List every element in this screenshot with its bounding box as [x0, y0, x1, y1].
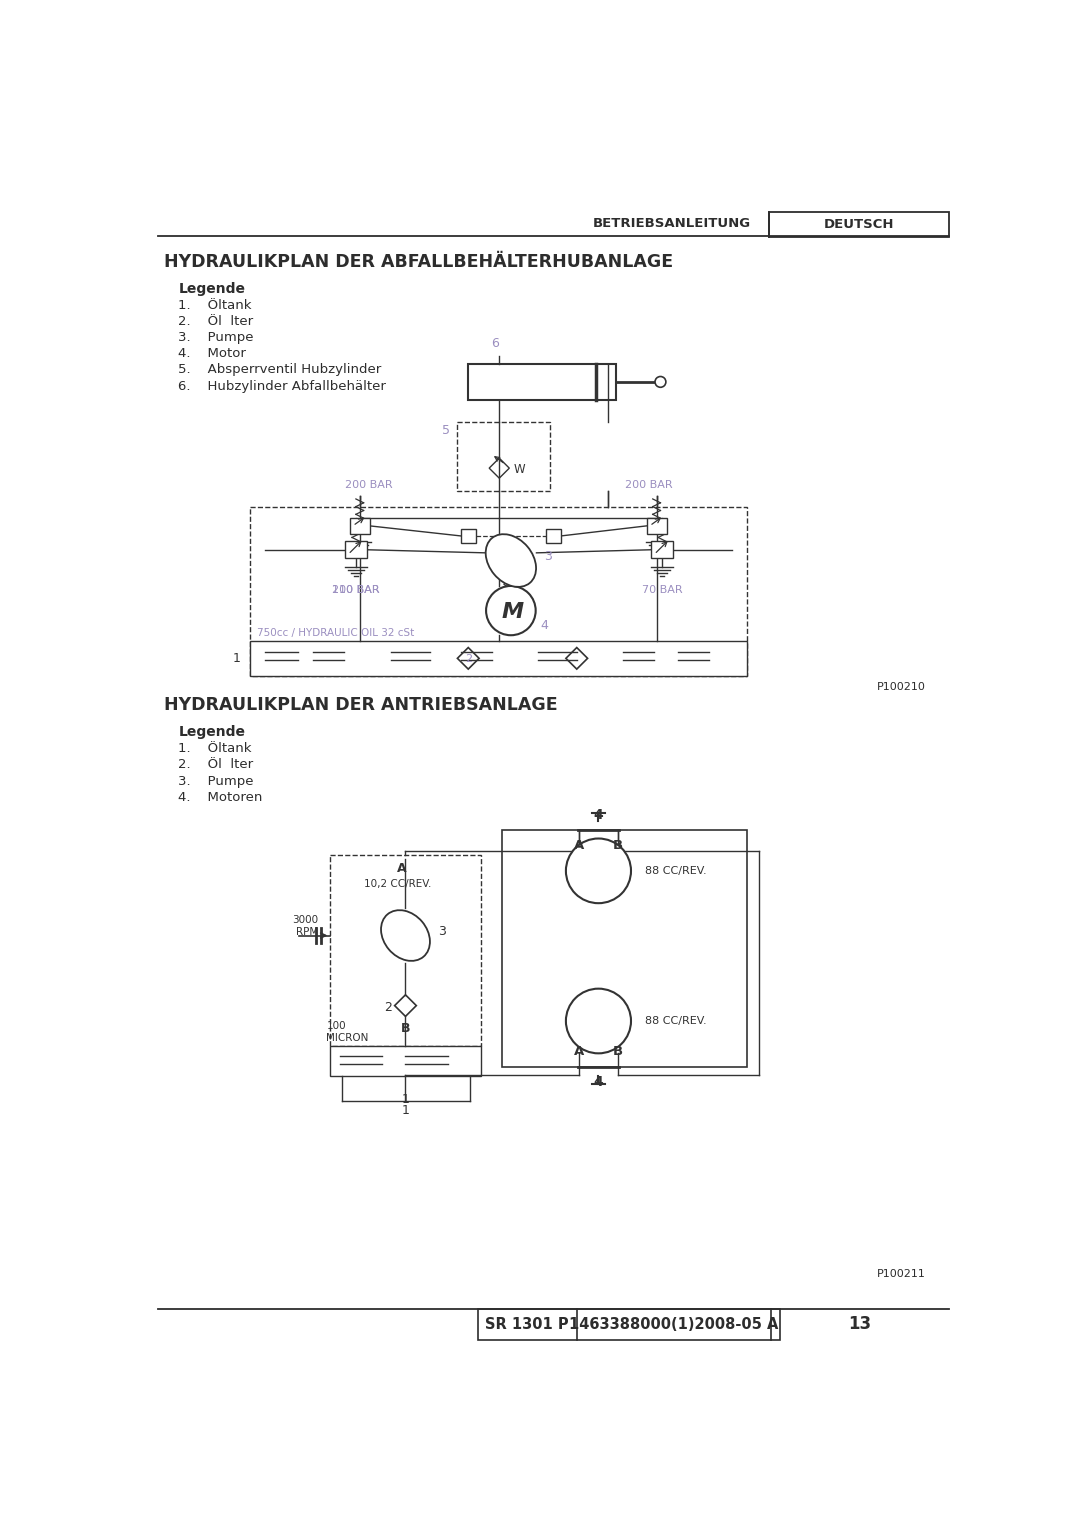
Text: 5.    Absperrventil Hubzylinder: 5. Absperrventil Hubzylinder: [178, 363, 381, 377]
Bar: [769, 212, 948, 237]
Bar: [330, 1046, 482, 1077]
Text: SR 1301 P: SR 1301 P: [485, 1316, 569, 1332]
Text: B: B: [401, 1022, 410, 1035]
Text: P100211: P100211: [877, 1269, 926, 1280]
Bar: [460, 528, 476, 542]
Text: 3: 3: [438, 925, 446, 938]
Text: 70 BAR: 70 BAR: [642, 585, 683, 596]
Text: 100
MICRON: 100 MICRON: [326, 1022, 368, 1043]
Text: DEUTSCH: DEUTSCH: [824, 217, 894, 231]
Text: HYDRAULIKPLAN DER ABFALLBEHÄLTERHUBANLAGE: HYDRAULIKPLAN DER ABFALLBEHÄLTERHUBANLAG…: [164, 252, 674, 270]
Polygon shape: [393, 919, 410, 936]
Bar: [502, 831, 747, 1067]
Text: 4: 4: [594, 808, 604, 823]
Polygon shape: [585, 1011, 612, 1032]
Text: W: W: [513, 463, 525, 476]
Text: 2.    Öl  lter: 2. Öl lter: [178, 315, 254, 328]
Polygon shape: [499, 547, 515, 562]
Bar: [330, 855, 482, 1046]
Text: 88 CC/REV.: 88 CC/REV.: [645, 1015, 706, 1026]
Text: 4: 4: [540, 620, 549, 632]
Text: A: A: [396, 863, 406, 875]
Text: 1.    Öltank: 1. Öltank: [178, 742, 252, 756]
Text: 4.    Motor: 4. Motor: [178, 347, 246, 360]
Text: 13: 13: [848, 1315, 872, 1333]
Circle shape: [656, 377, 666, 388]
Text: Legende: Legende: [178, 282, 245, 296]
Bar: [647, 518, 666, 533]
Text: 6.    Hubzylinder Abfallbehälter: 6. Hubzylinder Abfallbehälter: [178, 380, 387, 392]
Circle shape: [566, 838, 631, 902]
Text: 3: 3: [544, 550, 552, 563]
Text: 3.    Pumpe: 3. Pumpe: [178, 331, 254, 344]
Text: 750cc / HYDRAULIC OIL 32 cSt: 750cc / HYDRAULIC OIL 32 cSt: [257, 628, 415, 638]
Text: 3000
RPM: 3000 RPM: [293, 916, 319, 938]
Text: 2: 2: [464, 654, 472, 664]
Text: M: M: [501, 602, 524, 621]
Text: 110 BAR: 110 BAR: [333, 585, 380, 596]
Ellipse shape: [381, 910, 430, 960]
Text: 1: 1: [232, 652, 241, 664]
Text: HYDRAULIKPLAN DER ANTRIEBSANLAGE: HYDRAULIKPLAN DER ANTRIEBSANLAGE: [164, 696, 558, 715]
Text: 88 CC/REV.: 88 CC/REV.: [645, 866, 706, 876]
Polygon shape: [401, 935, 418, 951]
Text: 200 BAR: 200 BAR: [332, 585, 380, 596]
Circle shape: [486, 586, 536, 635]
Text: 6: 6: [491, 337, 499, 350]
Text: 1.    Öltank: 1. Öltank: [178, 299, 252, 312]
Text: 1463388000(1)2008-05 A: 1463388000(1)2008-05 A: [569, 1316, 779, 1332]
Text: 200 BAR: 200 BAR: [346, 479, 393, 490]
Circle shape: [566, 988, 631, 1054]
Polygon shape: [507, 559, 523, 574]
Bar: [469, 365, 616, 400]
Text: A: A: [573, 1046, 584, 1058]
Text: 1: 1: [402, 1104, 409, 1118]
Text: 5: 5: [443, 425, 450, 437]
Bar: [477, 1309, 780, 1339]
Text: A: A: [573, 838, 584, 852]
Bar: [457, 421, 550, 492]
Text: B: B: [612, 1046, 623, 1058]
Text: 4: 4: [594, 1075, 604, 1089]
Text: BETRIEBSANLEITUNG: BETRIEBSANLEITUNG: [593, 217, 751, 229]
Bar: [345, 541, 367, 559]
Text: 10,2 CC/REV.: 10,2 CC/REV.: [364, 880, 431, 889]
Bar: [350, 518, 369, 533]
Polygon shape: [585, 860, 612, 881]
Text: 1: 1: [402, 1093, 409, 1107]
Text: 3.    Pumpe: 3. Pumpe: [178, 774, 254, 788]
Text: B: B: [612, 838, 623, 852]
Text: P100210: P100210: [877, 683, 926, 692]
Bar: [249, 641, 747, 676]
Text: Legende: Legende: [178, 725, 245, 739]
Bar: [545, 528, 562, 542]
Bar: [651, 541, 673, 559]
Bar: [249, 507, 747, 676]
Text: 2.    Öl  lter: 2. Öl lter: [178, 759, 254, 771]
Ellipse shape: [486, 534, 536, 586]
Text: 2: 2: [384, 1000, 392, 1014]
Text: 200 BAR: 200 BAR: [625, 479, 673, 490]
Text: 4.    Motoren: 4. Motoren: [178, 791, 262, 803]
